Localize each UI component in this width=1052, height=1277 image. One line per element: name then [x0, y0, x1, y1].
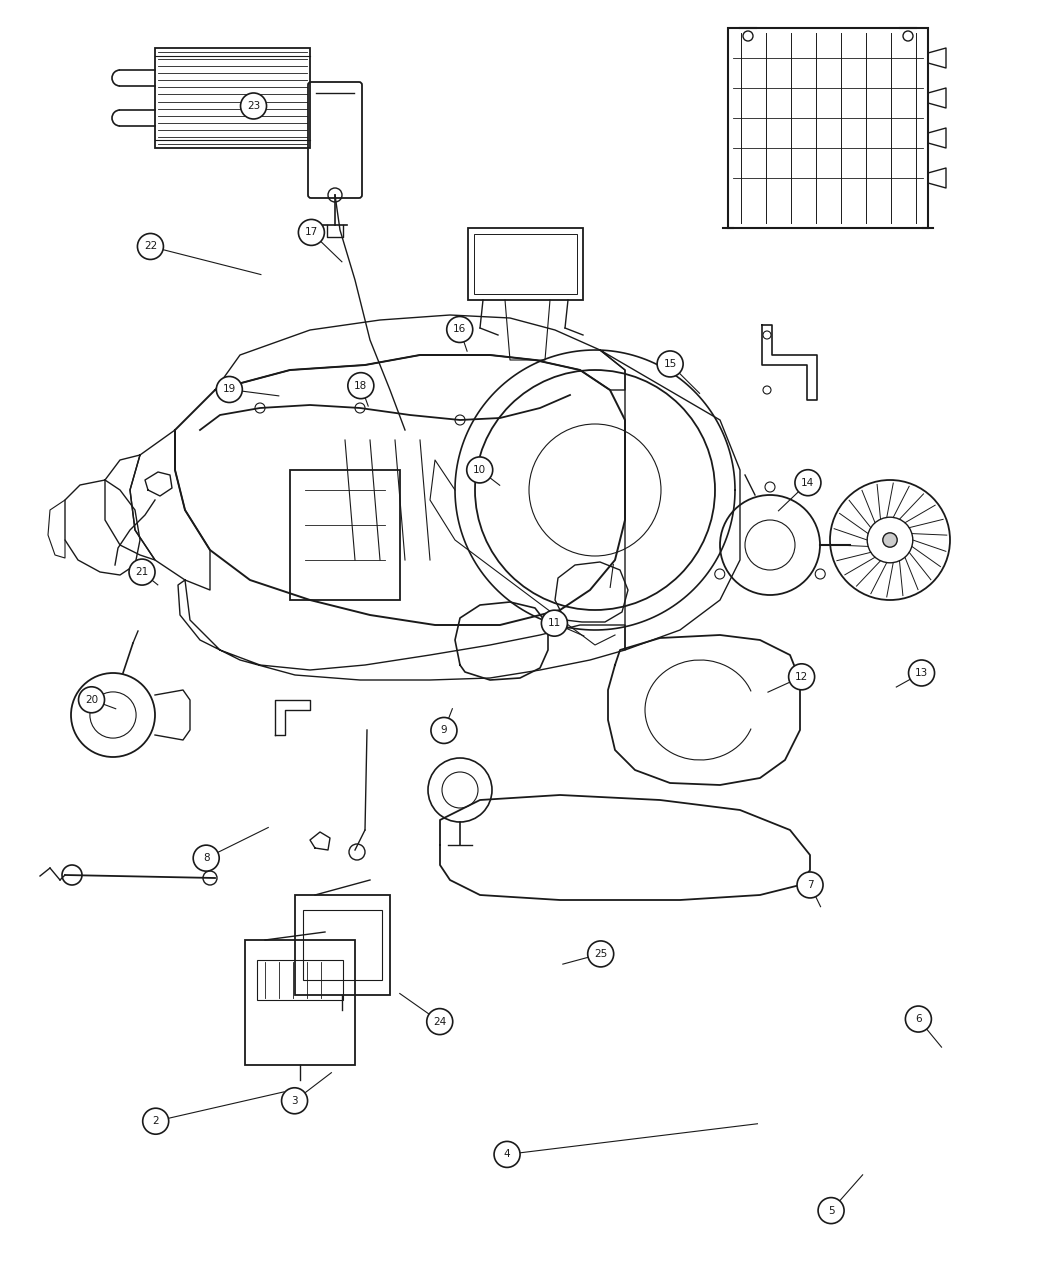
Circle shape: [909, 660, 934, 686]
Bar: [728, 28, 928, 229]
Circle shape: [494, 1142, 520, 1167]
Circle shape: [789, 664, 814, 690]
Circle shape: [194, 845, 219, 871]
Circle shape: [467, 457, 492, 483]
Bar: [245, 940, 355, 1065]
Circle shape: [447, 317, 472, 342]
Text: 4: 4: [504, 1149, 510, 1160]
Circle shape: [588, 941, 613, 967]
Bar: [290, 470, 400, 600]
Circle shape: [129, 559, 155, 585]
Text: 24: 24: [433, 1016, 446, 1027]
Bar: [474, 234, 576, 294]
Circle shape: [431, 718, 457, 743]
Text: 10: 10: [473, 465, 486, 475]
Text: 7: 7: [807, 880, 813, 890]
Text: 23: 23: [247, 101, 260, 111]
Circle shape: [797, 872, 823, 898]
Text: 16: 16: [453, 324, 466, 335]
Text: 22: 22: [144, 241, 157, 252]
Text: 20: 20: [85, 695, 98, 705]
Text: 21: 21: [136, 567, 148, 577]
Circle shape: [299, 220, 324, 245]
Bar: [257, 960, 343, 1000]
Circle shape: [906, 1006, 931, 1032]
Circle shape: [542, 610, 567, 636]
Text: 18: 18: [355, 381, 367, 391]
Circle shape: [241, 93, 266, 119]
Circle shape: [795, 470, 821, 495]
Circle shape: [143, 1108, 168, 1134]
Text: 5: 5: [828, 1205, 834, 1216]
Circle shape: [138, 234, 163, 259]
Bar: [155, 49, 310, 148]
Bar: [295, 895, 390, 995]
Text: 15: 15: [664, 359, 676, 369]
Text: 8: 8: [203, 853, 209, 863]
Text: 9: 9: [441, 725, 447, 736]
Text: 14: 14: [802, 478, 814, 488]
Circle shape: [427, 1009, 452, 1034]
Text: 17: 17: [305, 227, 318, 238]
Circle shape: [883, 533, 897, 548]
Circle shape: [818, 1198, 844, 1223]
Text: 19: 19: [223, 384, 236, 395]
Circle shape: [79, 687, 104, 713]
Text: 25: 25: [594, 949, 607, 959]
Text: 3: 3: [291, 1096, 298, 1106]
Bar: [468, 229, 583, 300]
Circle shape: [658, 351, 683, 377]
Bar: [303, 911, 382, 979]
Text: 11: 11: [548, 618, 561, 628]
Circle shape: [282, 1088, 307, 1114]
Circle shape: [217, 377, 242, 402]
Text: 2: 2: [153, 1116, 159, 1126]
Text: 6: 6: [915, 1014, 922, 1024]
Text: 12: 12: [795, 672, 808, 682]
Text: 13: 13: [915, 668, 928, 678]
Circle shape: [348, 373, 373, 398]
